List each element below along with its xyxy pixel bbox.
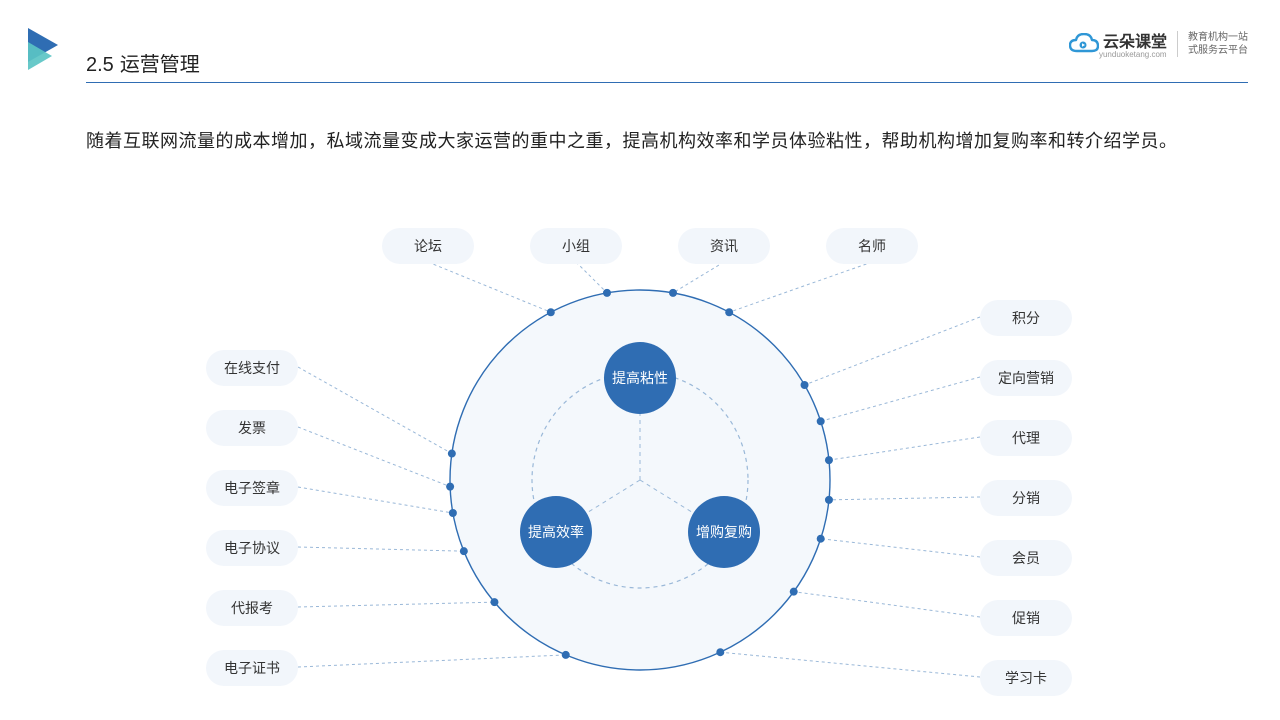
- logo-tagline: 教育机构一站 式服务云平台: [1177, 31, 1248, 57]
- pill-points: 积分: [980, 300, 1072, 336]
- operations-diagram: 论坛 小组 资讯 名师在线支付发票电子签章电子协议代报考电子证书 积分定向营销代理分销会…: [0, 200, 1280, 720]
- pill-agree: 电子协议: [206, 530, 298, 566]
- pill-cert: 电子证书: [206, 650, 298, 686]
- title-underline: [86, 82, 1248, 83]
- section-heading: 2.5 运营管理: [86, 48, 200, 77]
- pill-exam: 代报考: [206, 590, 298, 626]
- pill-forum: 论坛: [382, 228, 474, 264]
- pill-group: 小组: [530, 228, 622, 264]
- section-title: 运营管理: [120, 48, 200, 77]
- diagram-canvas: [0, 200, 1280, 720]
- cloud-icon: [1069, 33, 1099, 55]
- center-node-repurchase: 增购复购: [688, 496, 760, 568]
- pill-teacher: 名师: [826, 228, 918, 264]
- pill-card: 学习卡: [980, 660, 1072, 696]
- logo-subtext: yunduoketang.com: [1099, 50, 1167, 59]
- play-icon: [28, 28, 68, 77]
- pill-distrib: 分销: [980, 480, 1072, 516]
- pill-target: 定向营销: [980, 360, 1072, 396]
- pill-pay: 在线支付: [206, 350, 298, 386]
- pill-news: 资讯: [678, 228, 770, 264]
- logo-text: 云朵课堂: [1103, 28, 1167, 52]
- description-text: 随着互联网流量的成本增加，私域流量变成大家运营的重中之重，提高机构效率和学员体验…: [86, 124, 1220, 158]
- pill-agent: 代理: [980, 420, 1072, 456]
- pill-invoice: 发票: [206, 410, 298, 446]
- center-node-efficiency: 提高效率: [520, 496, 592, 568]
- section-number: 2.5: [86, 54, 114, 77]
- pill-promo: 促销: [980, 600, 1072, 636]
- pill-sign: 电子签章: [206, 470, 298, 506]
- pill-member: 会员: [980, 540, 1072, 576]
- brand-logo: 云朵课堂 yunduoketang.com 教育机构一站 式服务云平台: [1069, 28, 1248, 59]
- center-node-stickiness: 提高粘性: [604, 342, 676, 414]
